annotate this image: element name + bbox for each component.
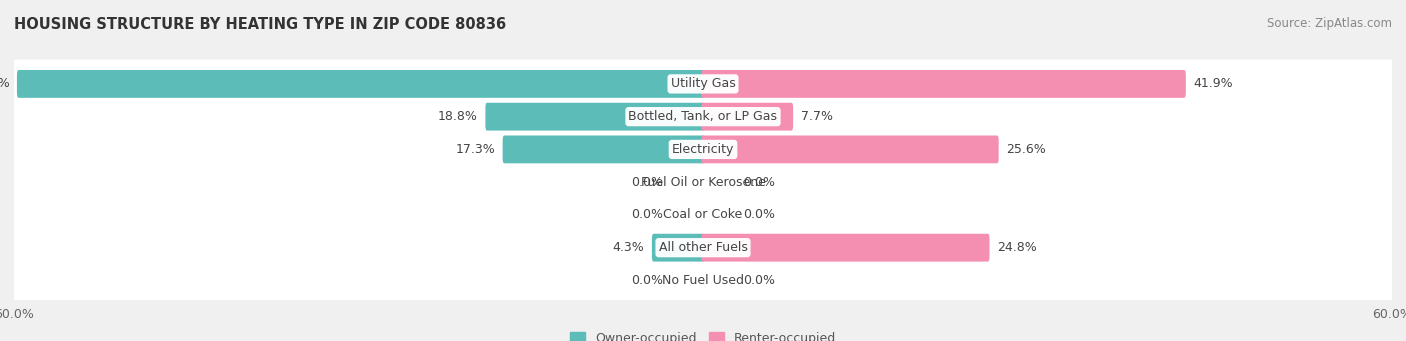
Text: 0.0%: 0.0% <box>744 176 775 189</box>
FancyBboxPatch shape <box>485 103 704 131</box>
FancyBboxPatch shape <box>13 59 1393 108</box>
Text: 0.0%: 0.0% <box>631 208 662 221</box>
Text: Source: ZipAtlas.com: Source: ZipAtlas.com <box>1267 17 1392 30</box>
Text: 0.0%: 0.0% <box>744 208 775 221</box>
Text: All other Fuels: All other Fuels <box>658 241 748 254</box>
Text: 0.0%: 0.0% <box>631 274 662 287</box>
FancyBboxPatch shape <box>17 70 704 98</box>
Text: Fuel Oil or Kerosene: Fuel Oil or Kerosene <box>641 176 765 189</box>
Text: Bottled, Tank, or LP Gas: Bottled, Tank, or LP Gas <box>628 110 778 123</box>
FancyBboxPatch shape <box>13 92 1393 141</box>
FancyBboxPatch shape <box>13 223 1393 272</box>
Text: Utility Gas: Utility Gas <box>671 77 735 90</box>
FancyBboxPatch shape <box>502 135 704 163</box>
Text: 41.9%: 41.9% <box>1194 77 1233 90</box>
Text: No Fuel Used: No Fuel Used <box>662 274 744 287</box>
FancyBboxPatch shape <box>702 135 998 163</box>
Text: Electricity: Electricity <box>672 143 734 156</box>
Text: 59.6%: 59.6% <box>0 77 10 90</box>
FancyBboxPatch shape <box>13 158 1393 207</box>
Text: 4.3%: 4.3% <box>613 241 644 254</box>
Text: 18.8%: 18.8% <box>439 110 478 123</box>
Text: 0.0%: 0.0% <box>744 274 775 287</box>
Text: HOUSING STRUCTURE BY HEATING TYPE IN ZIP CODE 80836: HOUSING STRUCTURE BY HEATING TYPE IN ZIP… <box>14 17 506 32</box>
FancyBboxPatch shape <box>652 234 704 262</box>
FancyBboxPatch shape <box>13 191 1393 239</box>
FancyBboxPatch shape <box>13 256 1393 305</box>
Text: Coal or Coke: Coal or Coke <box>664 208 742 221</box>
FancyBboxPatch shape <box>702 70 1185 98</box>
FancyBboxPatch shape <box>702 103 793 131</box>
Text: 7.7%: 7.7% <box>800 110 832 123</box>
Text: 24.8%: 24.8% <box>997 241 1036 254</box>
Legend: Owner-occupied, Renter-occupied: Owner-occupied, Renter-occupied <box>567 328 839 341</box>
Text: 17.3%: 17.3% <box>456 143 495 156</box>
FancyBboxPatch shape <box>13 125 1393 174</box>
Text: 0.0%: 0.0% <box>631 176 662 189</box>
Text: 25.6%: 25.6% <box>1007 143 1046 156</box>
FancyBboxPatch shape <box>702 234 990 262</box>
